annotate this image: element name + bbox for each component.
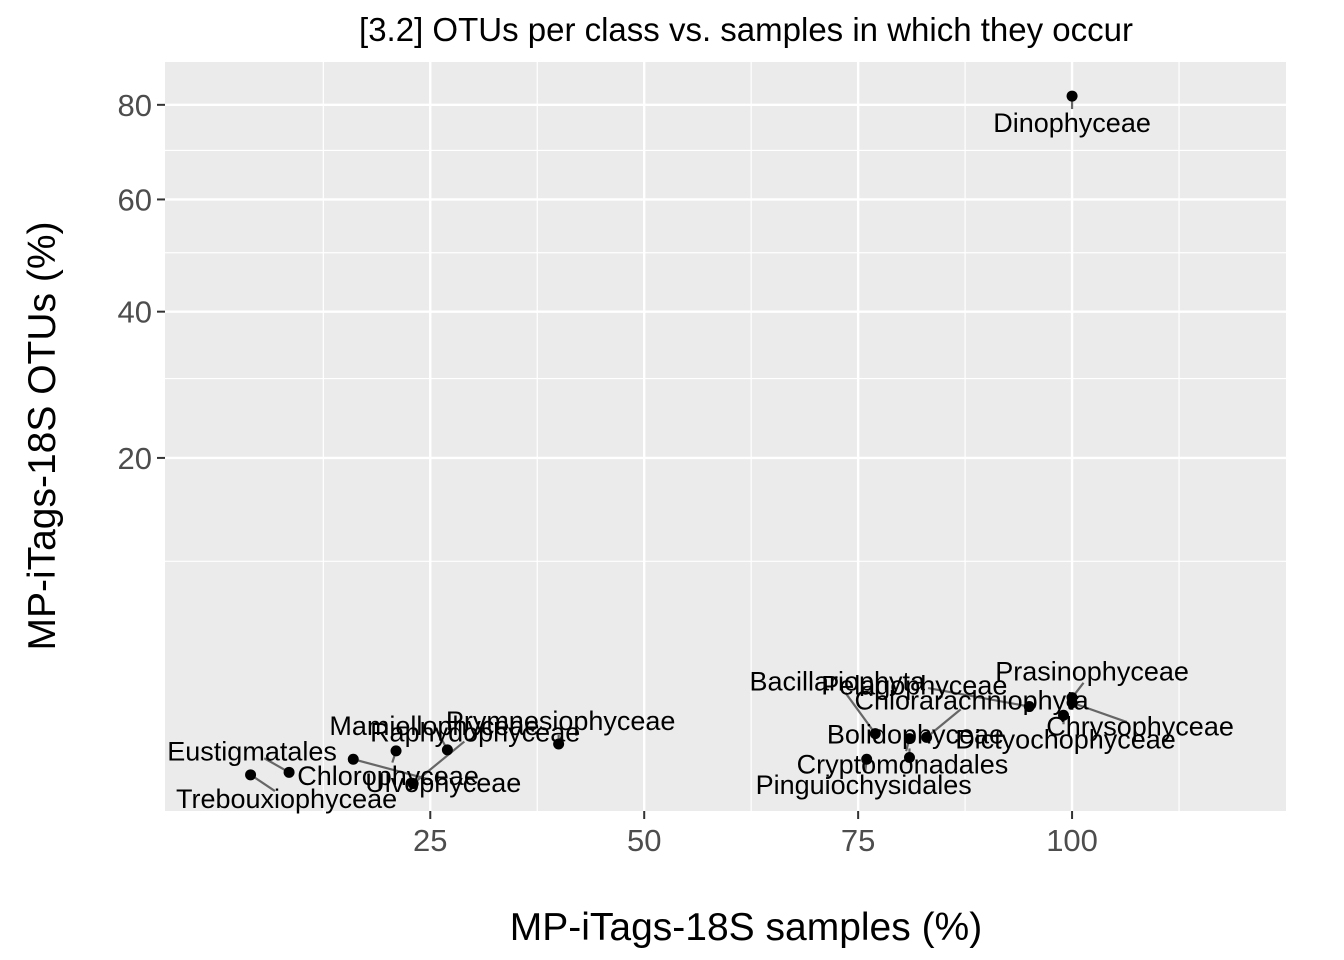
data-point (283, 766, 295, 778)
x-tick-label: 25 (413, 823, 447, 858)
data-point (903, 751, 915, 763)
data-point (1023, 701, 1035, 713)
y-tick-label: 20 (118, 441, 152, 476)
data-point (1058, 709, 1070, 721)
label-leader-line (844, 692, 877, 735)
y-axis-ticks: 20 40 60 80 (118, 88, 165, 476)
data-point (861, 753, 873, 765)
x-axis-title: MP-iTags-18S samples (%) (510, 906, 982, 949)
label-leader-line (925, 708, 962, 739)
data-point-label: Chlorophyceae (297, 761, 479, 791)
label-leader-line (352, 758, 431, 781)
x-tick-label: 50 (627, 823, 661, 858)
data-point-label: Eustigmatales (167, 736, 337, 766)
label-leader-line (927, 686, 1030, 708)
y-tick-label: 80 (118, 88, 152, 123)
label-leader-line (412, 740, 466, 785)
plot-panel (165, 62, 1286, 811)
data-point (1066, 697, 1078, 709)
data-point (245, 769, 257, 781)
data-point (869, 728, 881, 740)
data-point-label: Pelagophyceae (821, 671, 1007, 701)
y-tick-label: 40 (118, 295, 152, 330)
data-point (921, 731, 933, 743)
data-point-label: Dinophyceae (993, 108, 1151, 138)
data-point-label: Prasinophyceae (995, 657, 1189, 687)
data-point-label: Ulvophyceae (365, 768, 521, 798)
data-point-label: Cryptomonadales (797, 750, 1009, 780)
data-point-label: Chrysophyceae (1046, 712, 1234, 742)
data-point (903, 733, 915, 745)
y-tick-label: 60 (118, 182, 152, 217)
x-tick-label: 75 (841, 823, 875, 858)
data-point (390, 745, 402, 757)
data-point (1066, 90, 1078, 102)
data-point-label: Pinguiochysidales (756, 770, 972, 800)
data-point (553, 738, 565, 750)
data-points (245, 90, 1078, 790)
data-point-label: Mamiellophyceae (329, 711, 539, 741)
data-point-label: Prymnesiophyceae (446, 706, 676, 736)
y-axis-title: MP-iTags-18S OTUs (%) (21, 221, 64, 650)
chart-title: [3.2] OTUs per class vs. samples in whic… (359, 11, 1133, 48)
data-point-label: Raphydophyceae (370, 718, 580, 748)
data-point-label: Bolidophyceae (827, 719, 1004, 749)
data-point-label: Chlorarachniophyta (855, 685, 1090, 715)
data-point (441, 744, 453, 756)
data-point (347, 753, 359, 765)
major-gridlines (165, 62, 1286, 811)
data-point (407, 778, 419, 790)
minor-gridlines (165, 62, 1286, 811)
data-point-labels: Dinophyceae Prasinophyceae Chrysophyceae Pe… (167, 108, 1234, 814)
label-leader-line (1071, 701, 1128, 724)
data-point-label: Trebouxiophyceae (176, 784, 397, 814)
data-point-label: Bacillariophyta (749, 667, 926, 697)
x-tick-label: 100 (1046, 823, 1098, 858)
x-axis-ticks: 25 50 75 100 (413, 811, 1098, 858)
data-point-label: Dictyochophyceae (955, 724, 1176, 754)
